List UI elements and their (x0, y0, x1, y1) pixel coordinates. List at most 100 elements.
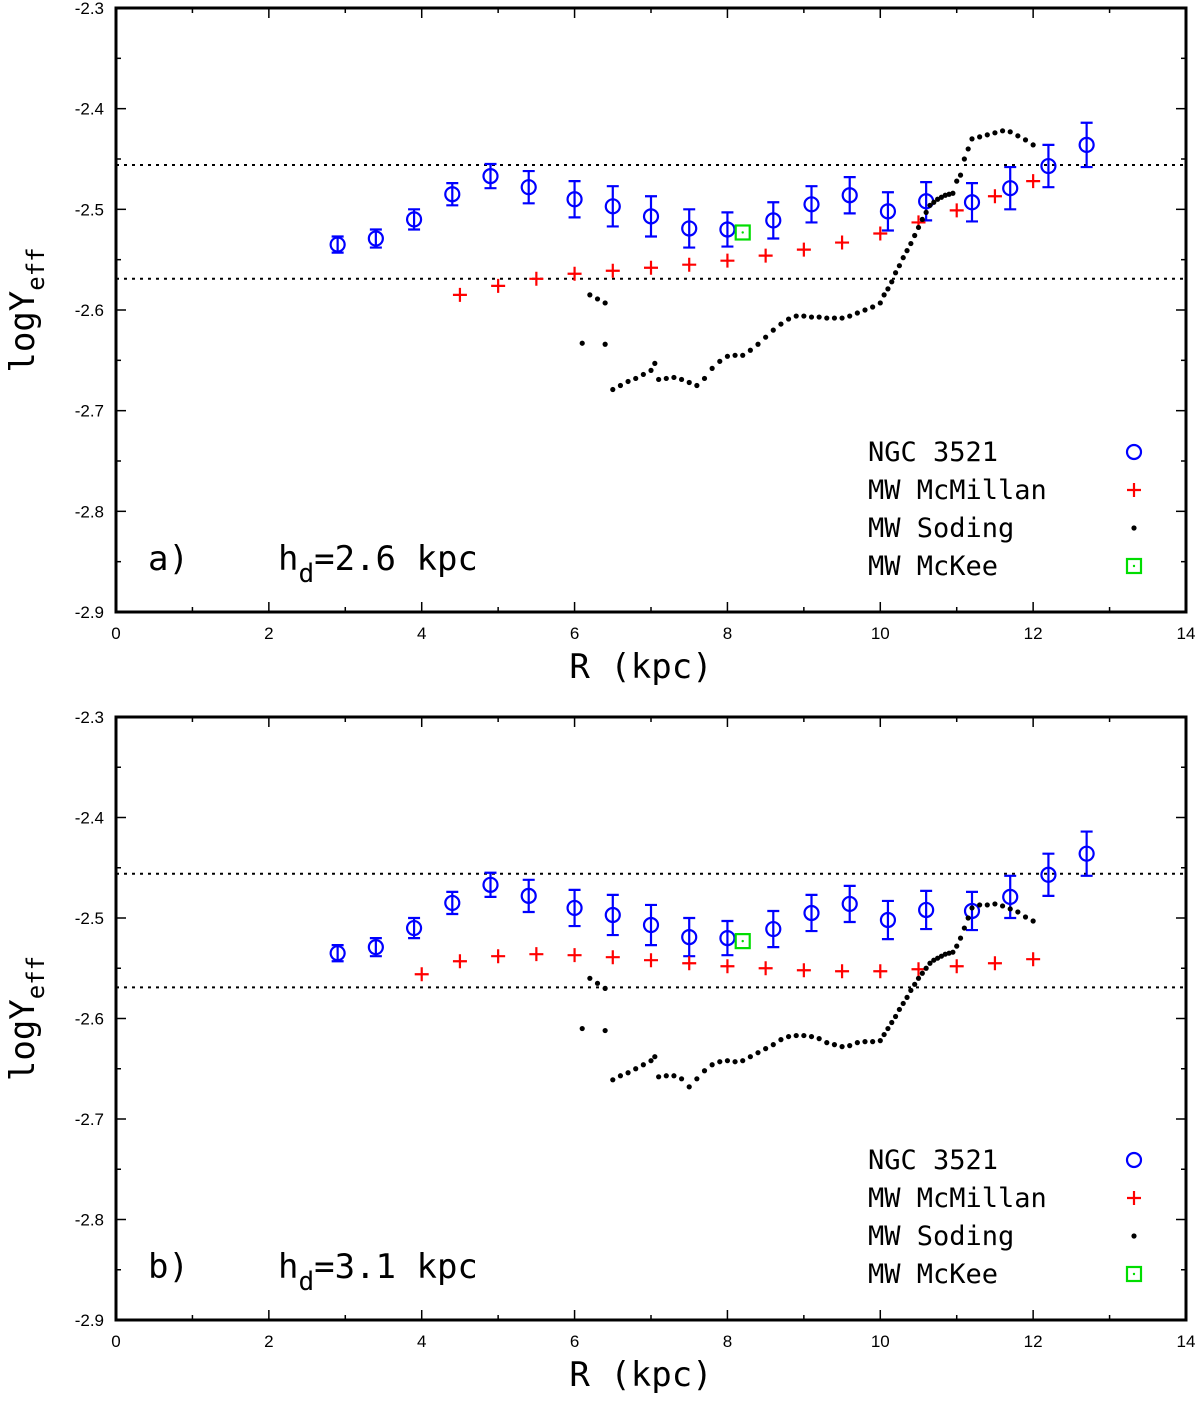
data-point (717, 1059, 723, 1065)
data-point (520, 887, 537, 904)
data-point (755, 341, 761, 347)
data-point (681, 928, 698, 946)
data-point (701, 1068, 708, 1074)
data-point (755, 1050, 761, 1056)
data-point (602, 1027, 608, 1034)
error-bar (1080, 830, 1093, 877)
data-point (793, 313, 799, 319)
data-point (904, 994, 910, 1000)
data-point (923, 965, 929, 971)
y-tick-label: -2.8 (75, 1211, 104, 1230)
data-point (808, 1033, 815, 1040)
data-point (617, 1073, 624, 1079)
data-point (824, 1040, 830, 1046)
panel-b: 0 2 4 6 8 10 12 14 -2.9 -2.8 -2.7 -2.6 -2.5 -2.4 -2.3 N… (3, 708, 1195, 1395)
data-point (885, 1025, 891, 1032)
data-point (625, 1070, 631, 1076)
data-point (919, 216, 925, 222)
data-point (770, 1042, 776, 1048)
data-point (915, 224, 922, 231)
error-bar (843, 884, 856, 924)
x-tick-label: 0 (111, 1332, 120, 1351)
data-point (644, 260, 658, 275)
data-point (915, 975, 922, 981)
legend-marker (1125, 443, 1143, 461)
data-point (931, 199, 937, 205)
hd-value: =3.1 kpc (314, 1247, 478, 1287)
series-mw-soding (579, 128, 1036, 393)
data-point (1015, 133, 1021, 139)
error-bar (767, 201, 780, 240)
data-point (663, 1073, 669, 1079)
hd-annotation: hd=2.6 kpc (278, 539, 478, 589)
data-point (594, 980, 601, 986)
series-mw-mcmillan (414, 947, 1041, 982)
data-point (1078, 136, 1095, 154)
data-point (957, 935, 964, 941)
data-point (831, 315, 838, 321)
data-point (803, 904, 820, 922)
data-point (918, 901, 935, 919)
data-point (529, 271, 544, 286)
data-point (701, 375, 708, 382)
data-point (839, 315, 845, 321)
y-tick-label: -2.7 (75, 1110, 104, 1129)
x-tick-label: 6 (570, 624, 579, 643)
data-point (648, 1058, 654, 1064)
legend-marker-box (1125, 1265, 1143, 1283)
x-tick-label: 10 (871, 1332, 890, 1351)
legend-marker-center (1132, 1272, 1136, 1276)
data-point (796, 963, 811, 978)
data-point (758, 248, 773, 263)
data-point (656, 376, 662, 383)
data-point (896, 263, 902, 269)
data-point (862, 1039, 868, 1045)
data-point-box (734, 224, 751, 241)
error-bar (683, 208, 696, 249)
data-point (610, 1077, 616, 1083)
data-point (793, 1032, 799, 1039)
data-point (892, 1013, 899, 1020)
data-point (969, 905, 975, 911)
legend-label: MW McMillan (868, 475, 1047, 506)
y-tick-label: -2.8 (75, 502, 104, 521)
data-point (870, 304, 876, 310)
legend-label: NGC 3521 (868, 1145, 998, 1176)
data-point (724, 353, 731, 359)
data-point (604, 906, 621, 924)
y-tick-label: -2.7 (75, 402, 104, 421)
data-point (808, 314, 815, 320)
x-tick-label: 8 (723, 1332, 732, 1351)
data-point (969, 136, 975, 142)
data-point (724, 1058, 731, 1064)
plot-frame (114, 6, 1188, 614)
error-bar (606, 893, 619, 937)
data-point (900, 255, 906, 261)
data-point (405, 211, 423, 228)
data-point (452, 954, 467, 969)
hd-symbol: h (278, 1247, 298, 1287)
data-point (870, 1039, 876, 1045)
data-point (835, 235, 850, 250)
data-point (642, 208, 660, 225)
data-point (686, 379, 692, 386)
data-point (681, 220, 698, 237)
data-point (758, 961, 773, 976)
data-point (567, 948, 582, 963)
error-bar (805, 185, 818, 224)
data-point (594, 296, 601, 302)
error-bar (645, 195, 657, 238)
data-point (452, 287, 467, 302)
data-point (954, 943, 960, 949)
data-point (579, 1025, 585, 1032)
data-point (824, 315, 830, 321)
y-tick-label: -2.5 (75, 200, 104, 219)
legend-marker (1125, 1265, 1143, 1283)
data-point (671, 1073, 677, 1079)
legend-marker (1127, 1191, 1141, 1205)
data-point (984, 902, 990, 908)
data-point (367, 230, 384, 247)
data-point-box (734, 933, 751, 950)
data-point (881, 292, 887, 298)
